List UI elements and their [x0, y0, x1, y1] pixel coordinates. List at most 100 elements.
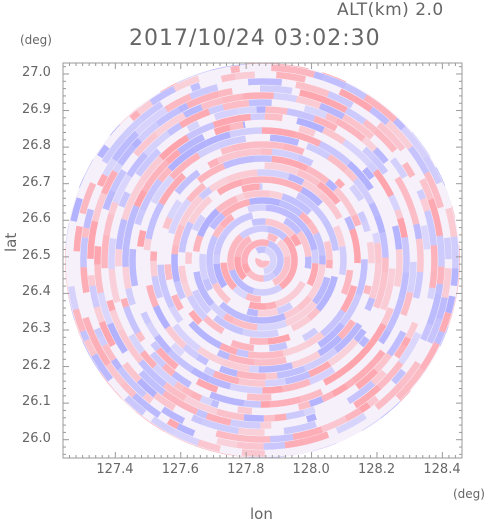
echo-cell [295, 70, 314, 74]
echo-cell [244, 403, 261, 404]
echo-cell [84, 267, 87, 292]
echo-cell [258, 311, 278, 313]
echo-cell [367, 298, 372, 310]
echo-cell [251, 152, 261, 153]
echo-cell [252, 221, 265, 222]
echo-cell [251, 116, 265, 117]
echo-cell [262, 389, 282, 391]
echo-cell [111, 239, 113, 269]
echo-cell [377, 243, 378, 263]
echo-cell [125, 239, 127, 267]
echo-cell [337, 181, 343, 187]
y-tick-label: 26.5 [22, 248, 51, 263]
echo-cell [326, 116, 336, 121]
echo-cell [247, 397, 271, 398]
echo-cell [248, 81, 282, 82]
echo-cell [111, 203, 115, 215]
echo-cell [237, 374, 266, 377]
echo-cell [205, 369, 214, 373]
echo-cell [375, 233, 377, 243]
echo-cell [132, 249, 135, 286]
echo-cell [254, 360, 286, 363]
echo-cell [182, 266, 185, 283]
echo-cell [218, 91, 232, 94]
echo-cell [249, 369, 259, 370]
echo-cell [310, 399, 323, 404]
echo-cell [77, 226, 80, 251]
echo-cell [274, 96, 297, 99]
radar-echo-field [62, 60, 462, 460]
echo-cell [192, 418, 202, 422]
echo-cell [98, 264, 101, 292]
echo-cell [115, 164, 120, 172]
echo-cell [209, 107, 223, 111]
echo-cell [269, 345, 286, 348]
echo-cell [327, 242, 330, 260]
echo-cell [138, 333, 143, 341]
echo-cell [140, 231, 143, 247]
echo-cell [196, 236, 200, 252]
echo-cell [218, 352, 229, 356]
echo-cell [87, 210, 91, 229]
echo-cell [245, 264, 249, 272]
y-tick-label: 26.3 [22, 321, 51, 336]
x-tick-label: 128.4 [423, 462, 460, 477]
echo-cell [424, 226, 427, 250]
echo-cell [438, 284, 440, 294]
echo-cell [268, 236, 277, 240]
x-axis-label: lon [250, 505, 273, 523]
x-tick-label: 127.4 [96, 462, 133, 477]
echo-cell [391, 269, 393, 283]
echo-cell [397, 210, 400, 218]
echo-cell [247, 311, 257, 313]
echo-cell [222, 77, 236, 80]
echo-cell [97, 246, 98, 264]
echo-cell [243, 332, 278, 335]
echo-cell [265, 110, 287, 112]
echo-cell [91, 275, 92, 286]
echo-cell [395, 226, 399, 249]
echo-cell [183, 389, 192, 394]
echo-cell [206, 280, 211, 290]
x-tick-label: 127.8 [227, 462, 264, 477]
echo-cell [243, 96, 274, 97]
y-tick-label: 26.0 [22, 431, 51, 446]
echo-cell [257, 250, 265, 251]
echo-cell [286, 413, 304, 417]
y-tick-label: 26.1 [22, 394, 51, 409]
echo-cell [192, 394, 201, 398]
echo-cell [423, 199, 427, 211]
echo-cell [360, 212, 364, 221]
echo-cell [238, 409, 252, 411]
echo-cell [361, 338, 367, 345]
echo-cell [105, 235, 107, 268]
echo-cell [314, 75, 323, 78]
echo-cell [237, 352, 249, 355]
echo-cell [221, 149, 232, 152]
x-axis-unit: (deg) [453, 487, 485, 501]
x-tick-label: 128.0 [293, 462, 330, 477]
echo-cell [412, 210, 416, 224]
echo-cell [231, 422, 261, 425]
echo-cell [314, 250, 315, 263]
y-tick-label: 26.8 [22, 138, 51, 153]
echo-cell [347, 381, 354, 386]
echo-cell [197, 412, 207, 416]
echo-cell [147, 239, 149, 250]
echo-cell [154, 261, 155, 276]
echo-cell [239, 431, 265, 433]
echo-cell [448, 296, 452, 313]
echo-cell [244, 417, 264, 418]
echo-cell [169, 421, 178, 426]
echo-cell [248, 459, 285, 460]
echo-cell [264, 445, 285, 446]
echo-cell [265, 381, 286, 383]
echo-cell [222, 97, 242, 101]
echo-cell [249, 103, 272, 104]
echo-cell [364, 222, 367, 232]
echo-cell [128, 289, 132, 305]
echo-cell [299, 404, 310, 407]
y-tick-label: 26.4 [22, 284, 51, 299]
echo-cell [342, 247, 343, 275]
